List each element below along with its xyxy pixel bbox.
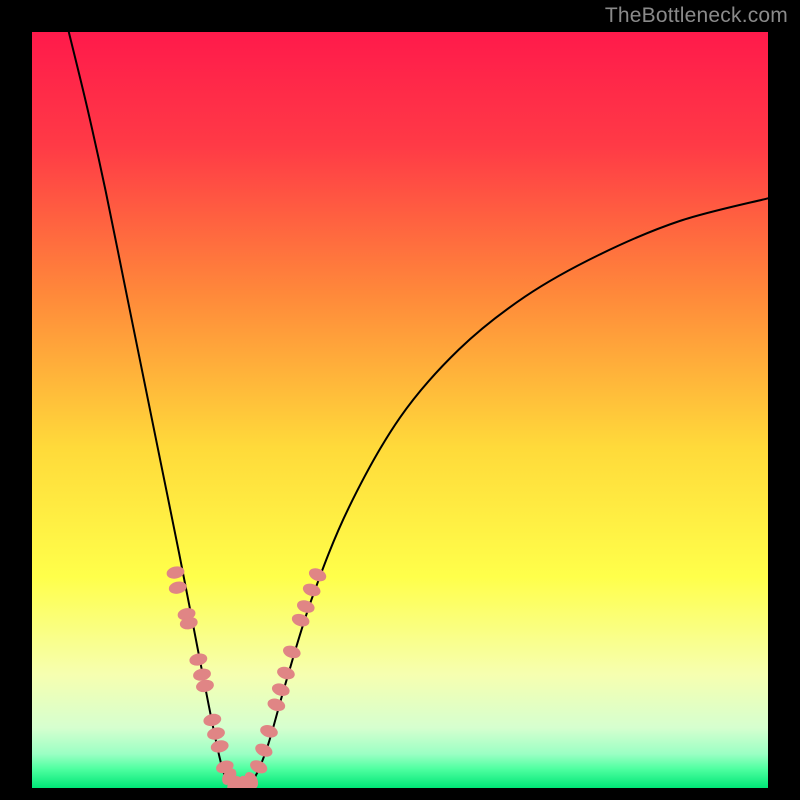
figure-outer: TheBottleneck.com — [0, 0, 800, 800]
watermark-text: TheBottleneck.com — [605, 4, 788, 28]
plot-area — [32, 32, 768, 788]
gradient-background — [32, 32, 768, 788]
chart-svg — [32, 32, 768, 788]
